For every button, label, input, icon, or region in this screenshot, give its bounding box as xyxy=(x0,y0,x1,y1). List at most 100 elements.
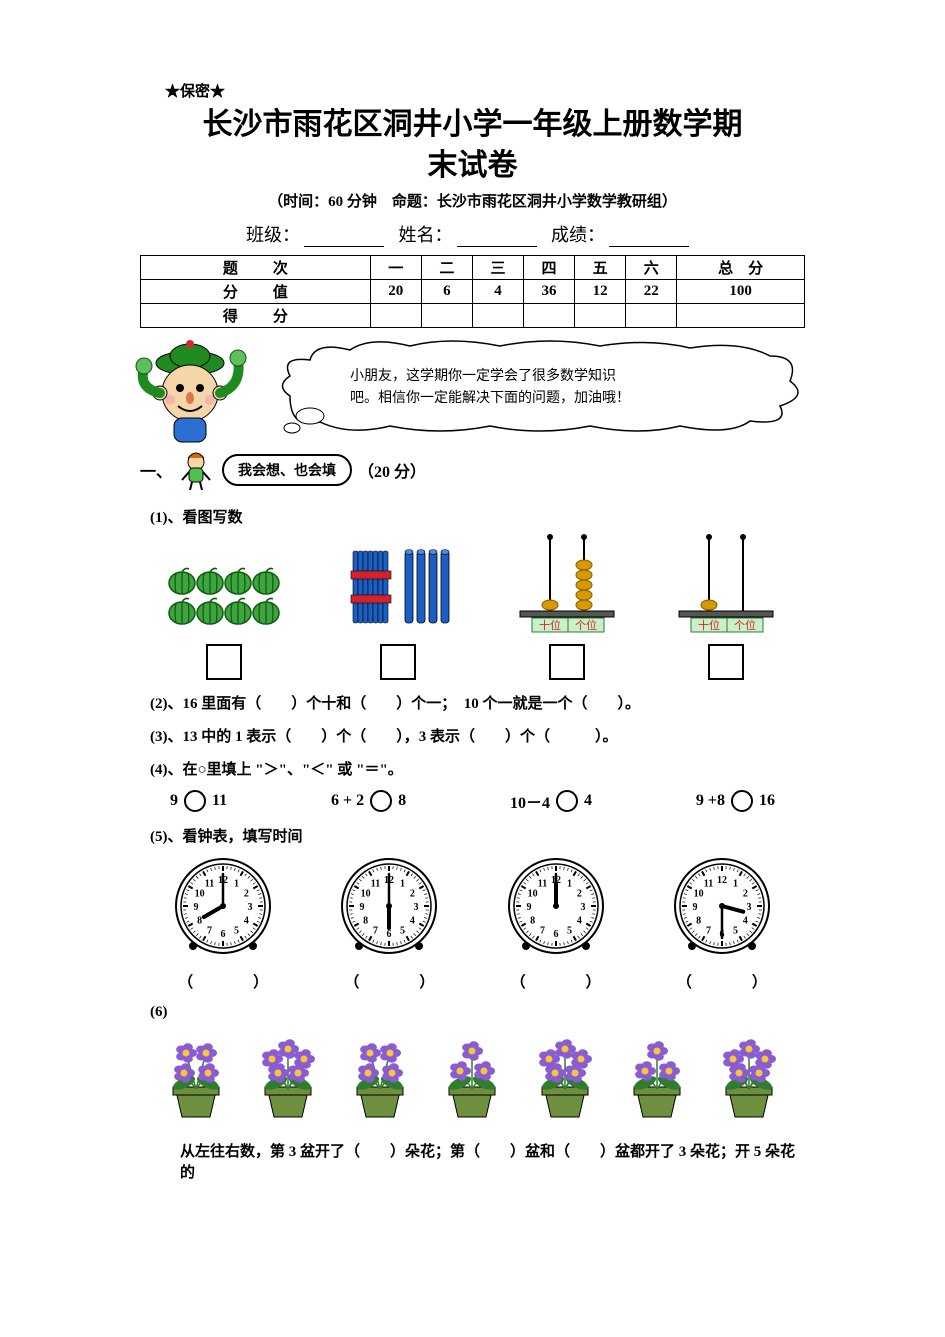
cloud-line-1: 小朋友，这学期你一定学会了很多数学知识 xyxy=(350,369,616,384)
answer-box[interactable] xyxy=(206,644,242,680)
svg-text:9: 9 xyxy=(194,902,199,913)
confidential-label: ★保密★ xyxy=(165,80,805,101)
svg-text:3: 3 xyxy=(746,902,751,913)
col-header: 总 分 xyxy=(677,256,805,280)
compare-circle[interactable] xyxy=(556,790,578,812)
kid-icon xyxy=(176,450,216,490)
clock-answer[interactable]: （ ） xyxy=(506,971,606,992)
answer-box[interactable] xyxy=(549,644,585,680)
svg-text:11: 11 xyxy=(371,879,380,890)
q4-right: 8 xyxy=(398,792,406,810)
q4-left: 9 xyxy=(170,792,178,810)
q4-left: 10－4 xyxy=(510,789,550,813)
answer-box[interactable] xyxy=(380,644,416,680)
svg-text:12: 12 xyxy=(717,875,727,886)
q1-sticks xyxy=(333,543,463,680)
compare-circle[interactable] xyxy=(731,790,753,812)
svg-text:5: 5 xyxy=(733,925,738,936)
name-blank[interactable] xyxy=(457,229,537,247)
cloud-text: 小朋友，这学期你一定学会了很多数学知识 吧。相信你一定能解决下面的问题，加油哦！ xyxy=(350,366,770,411)
q1-abacus-1: 十位个位 xyxy=(512,533,622,680)
svg-text:8: 8 xyxy=(530,916,535,927)
svg-text:4: 4 xyxy=(743,916,748,927)
cell: 100 xyxy=(677,280,805,304)
compare-circle[interactable] xyxy=(184,790,206,812)
section-1-header: 一、 我会想、也会填 （20 分） xyxy=(140,450,805,490)
row-label: 题 次 xyxy=(141,256,371,280)
cell-blank[interactable] xyxy=(626,304,677,328)
svg-text:8: 8 xyxy=(363,916,368,927)
compare-circle[interactable] xyxy=(370,790,392,812)
svg-text:7: 7 xyxy=(706,925,711,936)
page: ★保密★ 长沙市雨花区洞井小学一年级上册数学期 末试卷 （时间：60 分钟 命题… xyxy=(0,0,945,1337)
q4-group: 9 +8 16 xyxy=(696,789,775,813)
q1-abacus-2: 十位个位 xyxy=(671,533,781,680)
title-line-2: 末试卷 xyxy=(428,149,518,182)
cell-blank[interactable] xyxy=(524,304,575,328)
col-header: 五 xyxy=(575,256,626,280)
col-header: 四 xyxy=(524,256,575,280)
col-header: 六 xyxy=(626,256,677,280)
svg-text:7: 7 xyxy=(373,925,378,936)
svg-text:11: 11 xyxy=(205,879,214,890)
q4-right: 11 xyxy=(212,792,227,810)
q4-group: 6 + 2 8 xyxy=(331,789,406,813)
flower-pot xyxy=(248,1031,328,1126)
q4-row: 9 11 6 + 2 8 10－4 4 9 +8 16 xyxy=(170,789,775,813)
svg-text:4: 4 xyxy=(244,916,249,927)
svg-text:十位: 十位 xyxy=(539,618,561,632)
svg-text:十位: 十位 xyxy=(698,618,720,632)
q4-right: 16 xyxy=(759,792,775,810)
cell-blank[interactable] xyxy=(677,304,805,328)
intro-bubble: 小朋友，这学期你一定学会了很多数学知识 吧。相信你一定能解决下面的问题，加油哦！ xyxy=(140,336,805,446)
q4-left: 6 + 2 xyxy=(331,792,364,810)
col-header: 一 xyxy=(370,256,421,280)
name-label: 姓名： xyxy=(399,225,453,245)
cell-blank[interactable] xyxy=(370,304,421,328)
svg-text:10: 10 xyxy=(361,889,371,900)
score-blank[interactable] xyxy=(609,229,689,247)
svg-text:4: 4 xyxy=(410,916,415,927)
answer-box[interactable] xyxy=(708,644,744,680)
svg-text:6: 6 xyxy=(553,929,558,940)
q5-col: 123456789101112 （ ） xyxy=(173,856,273,992)
flower-pot xyxy=(432,1031,512,1126)
title: 长沙市雨花区洞井小学一年级上册数学期 末试卷 xyxy=(140,105,805,186)
svg-text:2: 2 xyxy=(743,889,748,900)
clock-answer[interactable]: （ ） xyxy=(339,971,439,992)
clock-answer[interactable]: （ ） xyxy=(173,971,273,992)
section-number: 一、 xyxy=(140,458,172,482)
svg-text:7: 7 xyxy=(207,925,212,936)
cell-blank[interactable] xyxy=(472,304,523,328)
svg-text:2: 2 xyxy=(244,889,249,900)
clock-answer[interactable]: （ ） xyxy=(672,971,772,992)
boy-icon xyxy=(130,338,260,448)
svg-text:4: 4 xyxy=(577,916,582,927)
section-pill: 我会想、也会填 xyxy=(222,454,352,486)
q5-col: 123456789101112 （ ） xyxy=(506,856,606,992)
svg-text:6: 6 xyxy=(387,929,392,940)
class-blank[interactable] xyxy=(304,229,384,247)
flower-pot xyxy=(617,1031,697,1126)
cell: 22 xyxy=(626,280,677,304)
q2: (2)、16 里面有（ ）个十和（ ）个一； 10 个一就是一个（ ）。 xyxy=(150,692,805,713)
cell-blank[interactable] xyxy=(421,304,472,328)
score-label: 成绩： xyxy=(551,225,605,245)
cell: 36 xyxy=(524,280,575,304)
flowerpot-icon xyxy=(156,1031,236,1121)
svg-text:2: 2 xyxy=(577,889,582,900)
watermelon-icon xyxy=(164,563,284,633)
table-row: 分 值 20 6 4 36 12 22 100 xyxy=(141,280,805,304)
q4-right: 4 xyxy=(584,792,592,810)
table-row: 题 次 一 二 三 四 五 六 总 分 xyxy=(141,256,805,280)
flowerpot-icon xyxy=(432,1031,512,1121)
q5-label: (5)、看钟表，填写时间 xyxy=(150,825,805,846)
svg-text:1: 1 xyxy=(733,879,738,890)
svg-text:5: 5 xyxy=(400,925,405,936)
svg-text:11: 11 xyxy=(704,879,713,890)
svg-text:9: 9 xyxy=(360,902,365,913)
svg-text:8: 8 xyxy=(696,916,701,927)
cell-blank[interactable] xyxy=(575,304,626,328)
flower-pot xyxy=(525,1031,605,1126)
q1-watermelons xyxy=(164,563,284,680)
